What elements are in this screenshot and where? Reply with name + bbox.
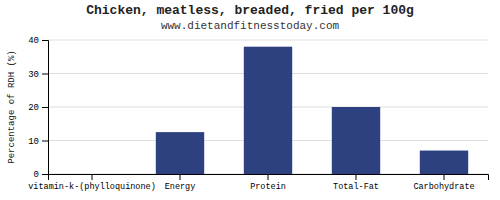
x-tick: Carbohydrate: [413, 174, 474, 192]
y-tick-label: 20: [28, 103, 39, 113]
y-axis: 0 10 20 30 40: [28, 36, 48, 180]
x-tick-label: Total-Fat: [333, 182, 379, 192]
x-axis: vitamin-k-(phylloquinone) Energy Protein To…: [28, 174, 488, 192]
y-tick: 40: [28, 36, 48, 46]
y-tick-label: 30: [28, 70, 39, 80]
x-tick: vitamin-k-(phylloquinone): [28, 174, 156, 192]
bar: [420, 151, 468, 174]
x-tick-mark: [180, 174, 181, 180]
y-tick: 30: [28, 70, 48, 80]
y-tick-label: 10: [28, 137, 39, 147]
chart-container: Chicken, meatless, breaded, fried per 10…: [0, 0, 500, 200]
bars: [156, 47, 468, 174]
y-tick-mark: [42, 174, 48, 175]
y-axis-title: Percentage of RDH (%): [7, 50, 17, 163]
y-tick-mark: [42, 107, 48, 108]
y-tick: 10: [28, 137, 48, 147]
y-tick-label: 40: [28, 36, 39, 46]
y-tick-mark: [42, 74, 48, 75]
y-tick-label: 0: [34, 170, 39, 180]
x-tick-label: Carbohydrate: [413, 182, 474, 192]
x-tick-mark: [268, 174, 269, 180]
bar: [68, 174, 116, 175]
x-tick: Total-Fat: [333, 174, 379, 192]
y-tick-mark: [42, 141, 48, 142]
grid: [48, 40, 488, 174]
x-tick-label: Protein: [250, 182, 286, 192]
y-axis-line: [42, 41, 49, 175]
y-tick-mark: [42, 40, 48, 41]
title: Chicken, meatless, breaded, fried per 10…: [86, 3, 414, 18]
y-tick: 20: [28, 103, 48, 113]
x-tick-mark: [92, 174, 93, 180]
x-tick-label: Energy: [165, 182, 196, 192]
x-tick-mark: [356, 174, 357, 180]
y-tick: 0: [34, 170, 48, 180]
subtitle: www.dietandfitnesstoday.com: [161, 20, 340, 32]
bar: [156, 132, 204, 174]
chart: Chicken, meatless, breaded, fried per 10…: [0, 0, 500, 200]
x-tick: Protein: [250, 174, 286, 192]
x-axis-line: [49, 175, 489, 181]
x-tick-mark: [444, 174, 445, 180]
x-tick: Energy: [165, 174, 196, 192]
bar: [244, 47, 292, 174]
grid-line: [48, 40, 488, 41]
bar: [332, 107, 380, 174]
x-tick-label: vitamin-k-(phylloquinone): [28, 182, 156, 192]
